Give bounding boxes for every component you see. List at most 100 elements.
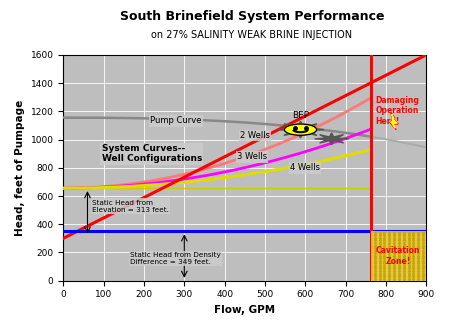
Point	[371, 266, 378, 271]
Point	[371, 240, 378, 246]
Point	[381, 253, 388, 258]
Point	[405, 250, 412, 256]
Bar	[371, 231, 427, 281]
Point	[419, 256, 427, 261]
Point	[386, 230, 393, 236]
Point	[415, 258, 422, 263]
Point	[415, 243, 422, 248]
Point	[371, 253, 378, 258]
Point	[381, 266, 388, 271]
Point	[415, 253, 422, 258]
Point	[400, 271, 407, 276]
Point	[419, 240, 427, 246]
Point	[371, 268, 378, 274]
Point	[410, 250, 417, 256]
Point	[419, 250, 427, 256]
Point	[371, 271, 378, 276]
Point	[396, 240, 403, 246]
Point	[396, 250, 403, 256]
Point	[400, 258, 407, 263]
Point	[419, 263, 427, 269]
Point	[391, 250, 398, 256]
Point	[371, 256, 378, 261]
Point	[391, 235, 398, 241]
Point	[381, 274, 388, 279]
Point	[386, 268, 393, 274]
Point	[386, 266, 393, 271]
Point	[376, 238, 383, 243]
Point	[415, 246, 422, 251]
Point	[386, 243, 393, 248]
Point	[381, 235, 388, 241]
Point	[396, 235, 403, 241]
Point	[415, 238, 422, 243]
Text: Cavitation
Zone!: Cavitation Zone!	[376, 246, 420, 266]
Point	[386, 238, 393, 243]
Text: on 27% SALINITY WEAK BRINE INJECTION: on 27% SALINITY WEAK BRINE INJECTION	[152, 30, 352, 40]
Point	[405, 261, 412, 266]
Point	[419, 238, 427, 243]
Point	[386, 261, 393, 266]
Point	[400, 276, 407, 281]
Point	[405, 271, 412, 276]
Point	[400, 274, 407, 279]
Point	[371, 230, 378, 236]
Point	[376, 261, 383, 266]
Point	[381, 263, 388, 269]
Point	[391, 258, 398, 263]
Point	[415, 248, 422, 253]
Point	[391, 243, 398, 248]
Text: 3 Wells: 3 Wells	[237, 152, 267, 161]
Point	[419, 243, 427, 248]
Point	[405, 230, 412, 236]
Point	[410, 230, 417, 236]
Point	[415, 263, 422, 269]
Point	[419, 246, 427, 251]
Point	[419, 253, 427, 258]
Point	[381, 271, 388, 276]
Point	[376, 243, 383, 248]
Point	[405, 238, 412, 243]
Point	[371, 250, 378, 256]
Text: Static Head from Density
Difference = 349 feet.: Static Head from Density Difference = 34…	[130, 252, 220, 265]
Point	[376, 248, 383, 253]
Point	[415, 250, 422, 256]
Point	[381, 240, 388, 246]
Point	[400, 256, 407, 261]
Point	[410, 274, 417, 279]
Point	[410, 276, 417, 281]
Point	[400, 253, 407, 258]
Point	[415, 274, 422, 279]
Point	[376, 276, 383, 281]
Point	[391, 274, 398, 279]
Point	[419, 235, 427, 241]
Point	[376, 233, 383, 238]
Point	[391, 233, 398, 238]
Point	[386, 274, 393, 279]
Point	[400, 266, 407, 271]
Polygon shape	[277, 121, 324, 138]
Point	[419, 268, 427, 274]
Point	[396, 233, 403, 238]
Point	[371, 243, 378, 248]
Point	[386, 250, 393, 256]
X-axis label: Flow, GPM: Flow, GPM	[214, 305, 275, 315]
Point	[415, 240, 422, 246]
Point	[386, 276, 393, 281]
Point	[415, 256, 422, 261]
Point	[381, 258, 388, 263]
Point	[410, 235, 417, 241]
Point	[410, 261, 417, 266]
Point	[386, 235, 393, 241]
Point	[410, 248, 417, 253]
Point	[410, 243, 417, 248]
Point	[410, 256, 417, 261]
Point	[376, 263, 383, 269]
Point	[400, 246, 407, 251]
Point	[415, 233, 422, 238]
Point	[376, 256, 383, 261]
Point	[400, 233, 407, 238]
Point	[371, 274, 378, 279]
Point	[410, 271, 417, 276]
Point	[391, 246, 398, 251]
